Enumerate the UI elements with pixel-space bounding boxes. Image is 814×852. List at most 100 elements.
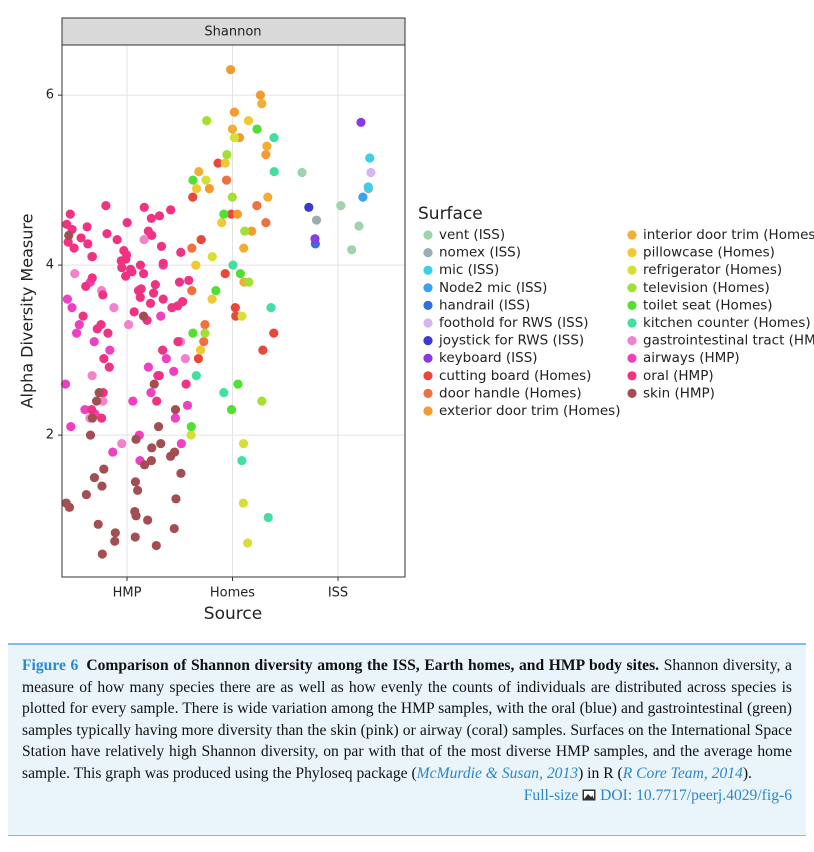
legend-label: door handle (Homes) (439, 385, 582, 401)
facet-strip (61, 17, 406, 46)
point (188, 192, 198, 202)
point (194, 167, 204, 177)
legend-title: Surface (418, 204, 483, 224)
point (63, 237, 73, 247)
point (196, 235, 206, 245)
legend-label: kitchen counter (Homes) (643, 315, 811, 331)
y-axis-title: Alpha Diversity Measure (18, 214, 37, 409)
legend-label: mic (ISS) (439, 262, 499, 278)
point (135, 260, 146, 270)
point (232, 209, 242, 219)
legend-key (627, 336, 637, 346)
point (167, 303, 177, 313)
point (258, 345, 268, 355)
point (169, 366, 179, 376)
point (70, 269, 80, 279)
point (261, 218, 271, 228)
point (87, 413, 98, 423)
point (222, 150, 232, 160)
point (239, 243, 249, 253)
y-tick-label: 6 (46, 88, 54, 103)
point (62, 294, 73, 304)
citation-link[interactable]: McMurdie & Susan, 2013 (416, 764, 579, 782)
point (230, 303, 240, 313)
point (139, 460, 150, 470)
point (87, 370, 97, 381)
citation-link[interactable]: R Core Team, 2014 (622, 764, 743, 782)
point (104, 362, 114, 372)
legend-key (423, 265, 433, 275)
legend-label: joystick for RWS (ISS) (438, 333, 584, 349)
point (202, 116, 212, 126)
point (147, 443, 157, 453)
facet-title: Shannon (204, 25, 261, 40)
point (238, 498, 248, 508)
point (151, 540, 161, 551)
legend-key (627, 265, 637, 275)
point (263, 512, 273, 523)
point (87, 252, 97, 262)
legend-label: television (Homes) (643, 280, 770, 296)
legend-label: toilet seat (Homes) (643, 297, 773, 313)
point (269, 167, 279, 177)
point (60, 379, 71, 389)
legend-key (423, 230, 433, 240)
point (211, 286, 221, 296)
legend-label: refrigerator (Homes) (643, 262, 782, 278)
point (262, 141, 272, 151)
legend-label: pillowcase (Homes) (643, 245, 775, 261)
point (201, 175, 211, 185)
point (229, 133, 240, 143)
point (129, 307, 139, 317)
point (146, 455, 156, 466)
point (213, 158, 223, 168)
point (83, 239, 93, 249)
point (310, 234, 320, 244)
point (170, 404, 181, 415)
point (188, 175, 198, 185)
point (219, 209, 229, 219)
legend-key (627, 283, 637, 293)
point (64, 230, 74, 240)
point (166, 205, 176, 215)
point (193, 353, 203, 364)
point (69, 243, 79, 253)
legend-label: gastrointestinal tract (HMP) (643, 333, 814, 349)
point (186, 430, 196, 440)
point (121, 271, 131, 281)
point (105, 345, 115, 355)
full-size-link[interactable]: Full-size (523, 787, 579, 804)
point (176, 438, 186, 449)
point (180, 353, 190, 364)
doi-link[interactable]: DOI: 10.7717/peerj.4029/fig-6 (600, 787, 792, 804)
point (227, 124, 238, 134)
figure-label: Figure 6 (22, 657, 79, 674)
point (117, 263, 127, 273)
point (220, 269, 230, 279)
legend-label: handrail (ISS) (439, 297, 530, 313)
point (93, 519, 103, 529)
point (187, 286, 197, 296)
point (165, 451, 176, 461)
point (358, 192, 368, 202)
point (252, 201, 262, 211)
chart: Shannon Alpha Diversity Measure Source S… (18, 17, 814, 624)
point (152, 396, 162, 406)
point (131, 511, 141, 521)
point (87, 404, 97, 415)
caption-footer: Full-size DOI: 10.7717/peerj.4029/fig-6 (22, 785, 792, 807)
legend-label: keyboard (ISS) (439, 350, 538, 366)
point (238, 438, 249, 449)
point (112, 235, 122, 245)
point (242, 538, 253, 548)
legend-key (627, 388, 637, 398)
legend-key (627, 230, 637, 240)
point (149, 379, 159, 389)
point (108, 447, 118, 457)
point (173, 336, 183, 347)
point (92, 324, 102, 334)
point (154, 211, 165, 221)
image-icon (582, 789, 596, 801)
point (229, 107, 239, 117)
